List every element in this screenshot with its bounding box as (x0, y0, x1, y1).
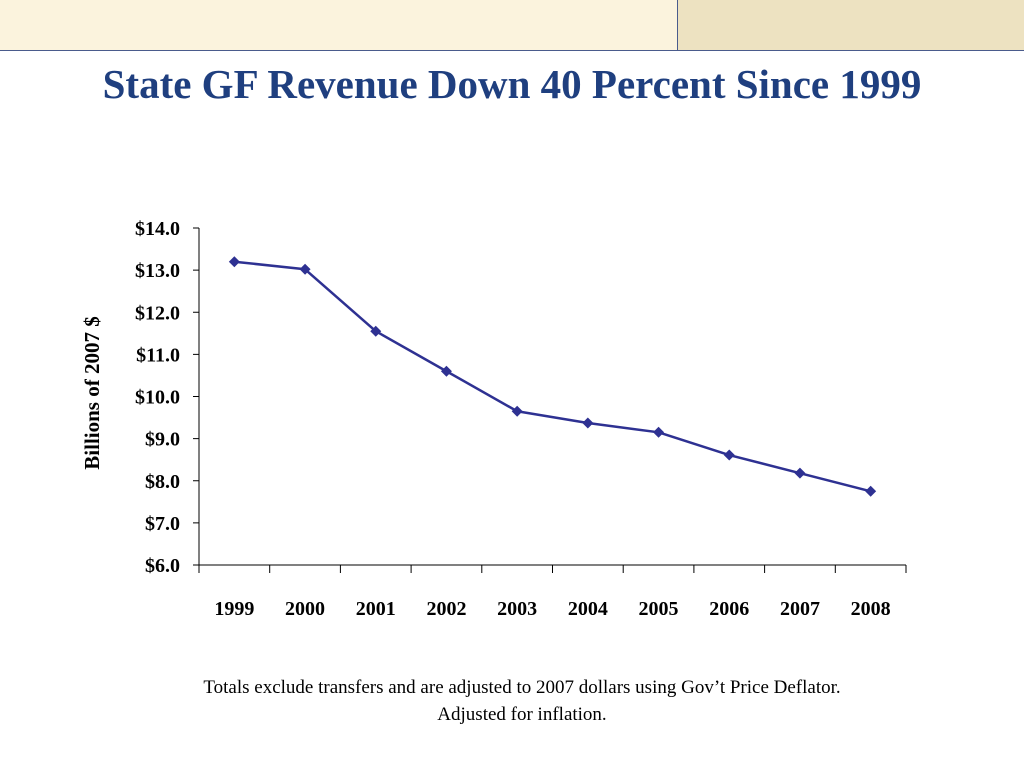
y-tick-label: $12.0 (135, 302, 180, 324)
slide-title: State GF Revenue Down 40 Percent Since 1… (102, 61, 922, 107)
y-tick-label: $7.0 (145, 513, 180, 535)
y-tick-label: $9.0 (145, 429, 180, 451)
x-tick-label: 2007 (780, 598, 820, 620)
data-point-marker (865, 485, 877, 497)
footnote-line-1: Totals exclude transfers and are adjuste… (203, 677, 841, 698)
y-tick-label: $13.0 (135, 260, 180, 282)
x-tick-label: 2000 (285, 598, 325, 620)
x-tick-label: 2004 (568, 598, 608, 620)
x-tick-label: 2006 (709, 598, 749, 620)
x-tick-label: 1999 (214, 598, 254, 620)
data-point-marker (440, 365, 452, 377)
header-band-right (678, 0, 1024, 50)
header-band-vertical-divider (677, 0, 678, 51)
header-band-left (0, 0, 677, 50)
header-band (0, 0, 1024, 51)
y-tick-label: $11.0 (136, 344, 180, 366)
x-tick-label: 2008 (851, 598, 891, 620)
x-tick-label: 2001 (356, 598, 396, 620)
header-band-bottom-rule (0, 50, 1024, 51)
data-point-marker (653, 426, 665, 438)
data-point-marker (370, 325, 382, 337)
y-tick-label: $6.0 (145, 555, 180, 577)
data-point-marker (794, 467, 806, 479)
data-point-marker (723, 449, 735, 461)
y-axis-title: Billions of 2007 $ (80, 316, 104, 469)
y-tick-label: $8.0 (145, 471, 180, 493)
data-point-marker (582, 417, 594, 429)
footnote: Totals exclude transfers and are adjuste… (0, 674, 1024, 728)
y-tick-label: $10.0 (135, 387, 180, 409)
data-point-marker (511, 405, 523, 417)
footnote-line-2: Adjusted for inflation. (437, 704, 607, 725)
y-tick-label: $14.0 (135, 218, 180, 240)
x-tick-label: 2002 (426, 598, 466, 620)
x-tick-label: 2005 (639, 598, 679, 620)
data-point-marker (228, 256, 240, 268)
data-point-marker (299, 263, 311, 275)
x-tick-label: 2003 (497, 598, 537, 620)
series-line (234, 260, 871, 493)
